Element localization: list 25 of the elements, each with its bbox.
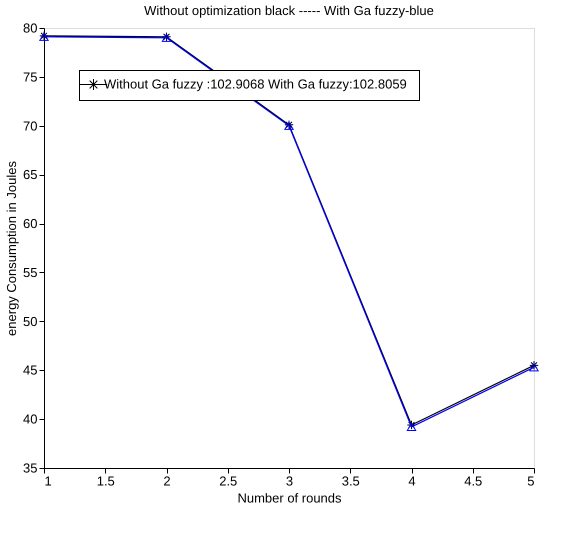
x-tick-label: 4.5 [464,474,482,488]
y-tick-label: 70 [23,118,38,134]
y-tick-label: 50 [23,314,38,329]
x-tick-label: 5 [527,474,534,488]
y-axis-title: energy Consumption in Joules [4,160,20,336]
y-tick-label: 60 [23,216,38,232]
y-tick-label: 75 [23,69,38,84]
x-tick-label: 3.5 [342,474,360,488]
y-tick-label: 35 [23,460,38,476]
y-tick-label: 65 [23,167,38,182]
x-tick-label: 1.5 [96,474,115,488]
point [529,363,539,372]
x-tick-label: 1 [44,474,52,488]
y-tick-label: 80 [23,20,38,36]
x-tick-label: 2 [163,474,171,488]
y-tick-label: 55 [23,264,38,280]
x-tick-label: 4 [408,474,416,488]
chart-title: Without optimization black ----- With Ga fuzzy-blue [144,3,434,18]
point [406,422,416,432]
x-tick-label: 2.5 [219,474,238,488]
x-tick-label: 3 [286,474,294,488]
legend-label: Without Ga fuzzy :102.9068 With Ga fuzzy:102.8059 [104,76,407,92]
y-tick-label: 45 [23,362,38,378]
y-tick-label: 40 [23,412,38,427]
x-axis-title: Number of rounds [237,490,342,506]
